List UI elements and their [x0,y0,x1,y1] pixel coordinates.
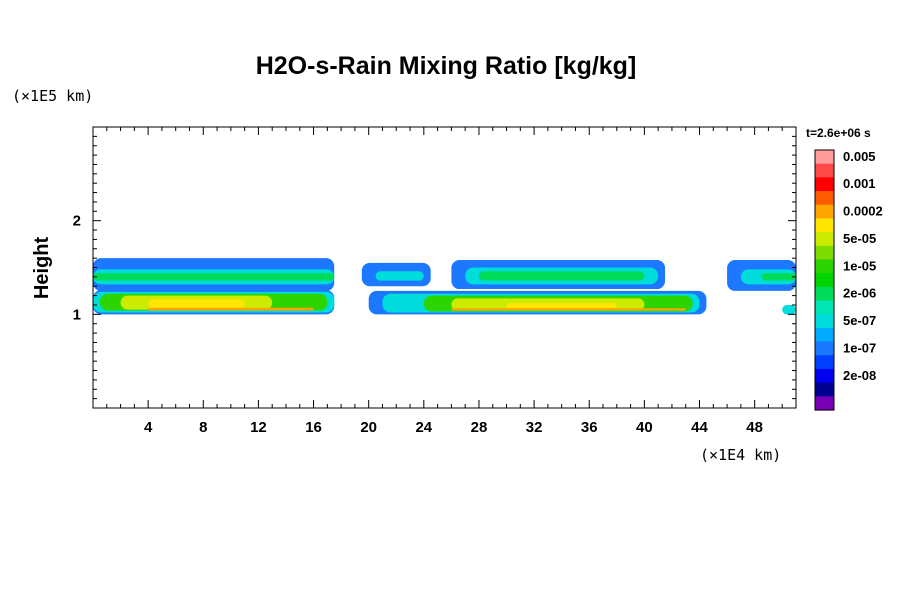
colorbar-swatch [815,218,834,233]
colorbar-swatch [815,396,834,411]
x-axis-ticks: 4 8 12 16 20 24 28 32 36 40 44 48 [106,127,783,436]
colorbar-label: 5e-07 [843,313,876,328]
x-tick-label: 32 [526,419,543,436]
x-unit-label: (×1E4 km) [700,446,781,464]
colorbar-swatch [815,204,834,220]
colorbar-swatch [815,300,834,315]
x-tick-label: 40 [636,419,653,436]
colorbar-label: 2e-08 [843,368,876,383]
colorbar-swatch [815,163,834,178]
colorbar-swatch [815,259,834,274]
plot-area: 4 8 12 16 20 24 28 32 36 40 44 48 12 [73,126,797,436]
colorbar-label: 1e-05 [843,258,876,273]
colorbar-swatch [815,191,834,206]
colorbar-swatch [815,382,834,397]
y-unit-label: (×1E5 km) [12,87,93,105]
colorbar-label: 5e-05 [843,231,876,246]
colorbar-label: 1e-07 [843,340,876,355]
colorbar-swatch [815,327,834,343]
x-tick-label: 12 [250,419,267,436]
x-tick-label: 44 [691,419,708,436]
time-label: t=2.6e+06 s [806,126,871,140]
x-tick-label: 48 [746,419,763,436]
x-tick-label: 4 [144,419,153,436]
x-tick-label: 24 [415,419,432,436]
y-tick-label: 1 [73,306,81,323]
x-tick-label: 8 [199,419,207,436]
contour-region-22 [761,273,796,281]
colorbar-label: 2e-06 [843,286,876,301]
colorbar-swatch [815,286,834,302]
colorbar-swatch [815,355,834,370]
contour-region-2 [93,273,335,281]
y-axis-ticks: 12 [73,135,796,400]
colorbar-swatch [815,150,834,165]
contour-region-13 [478,271,645,281]
chart-title: H2O-s-Rain Mixing Ratio [kg/kg] [256,52,637,80]
colorbar: 0.005 0.001 0.0002 5e-05 1e-05 2e-06 5e-07 1e-0… [814,149,883,411]
colorbar-swatch [815,314,834,329]
contour-region-19 [451,308,686,311]
colorbar-frame [814,149,835,411]
colorbar-swatch [815,177,834,192]
colorbar-swatch [815,273,834,288]
y-tick-label: 2 [73,213,81,230]
y-axis-title: Height [31,237,53,300]
colorbar-swatch [815,245,834,261]
contour-region-18 [506,303,617,310]
x-tick-label: 36 [581,419,598,436]
colorbar-swatch [815,232,834,247]
contour-regions [93,258,796,315]
contour-region-10 [375,271,424,281]
x-tick-label: 16 [305,419,322,436]
x-tick-label: 20 [360,419,377,436]
colorbar-label: 0.005 [843,149,876,164]
contour-region-7 [148,299,245,309]
colorbar-swatch [815,341,834,356]
colorbar-swatch [815,368,834,384]
colorbar-label: 0.001 [843,176,876,191]
contour-region-8 [148,307,314,311]
colorbar-label: 0.0002 [843,204,883,219]
contour-region-23 [782,304,796,315]
x-tick-label: 28 [471,419,488,436]
